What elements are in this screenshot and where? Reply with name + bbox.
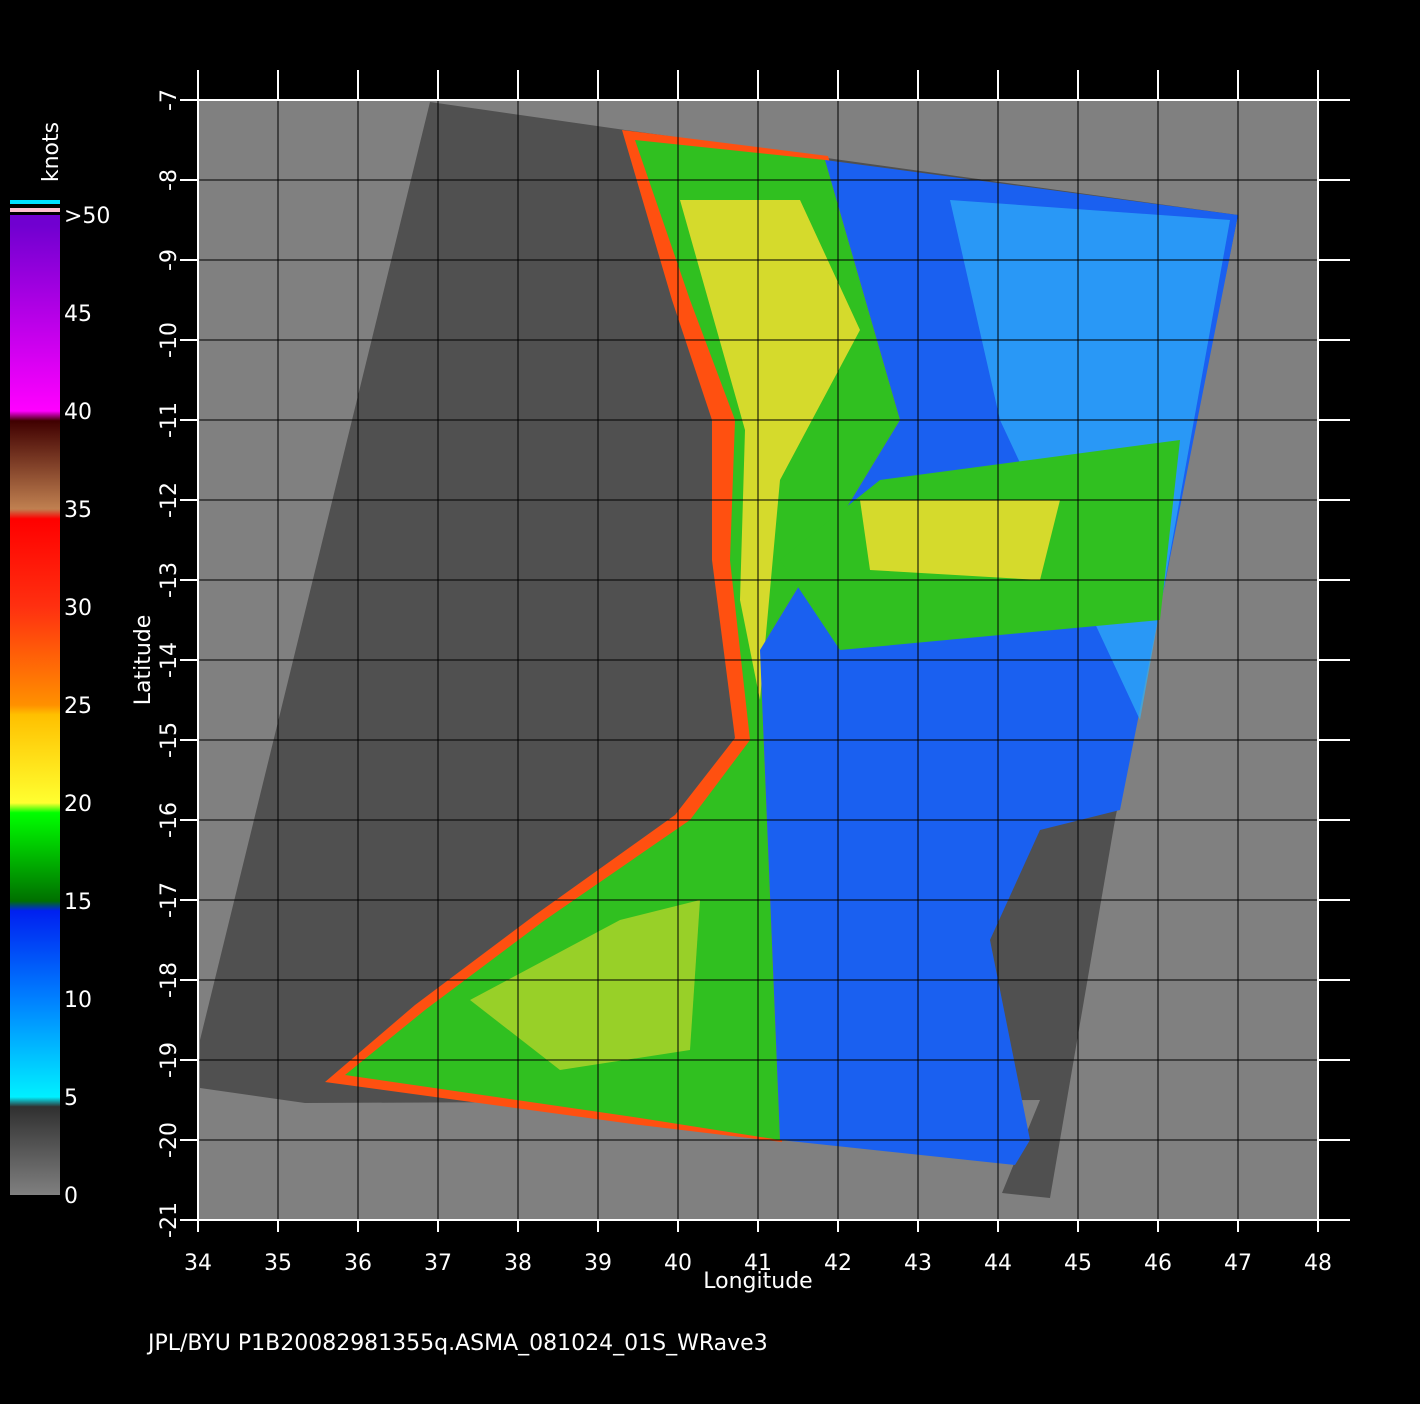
colorbar-label: 20 [64,792,92,817]
colorbar-label: 15 [64,890,92,915]
y-tick-label: -13 [157,562,182,598]
colorbar-label: 0 [64,1184,78,1209]
colorbar-label: >50 [64,204,110,229]
y-tick-label: -17 [157,882,182,918]
y-tick-label: -7 [157,89,182,111]
x-tick-label: 35 [264,1251,292,1276]
x-tick-label: 38 [504,1251,532,1276]
y-tick-label: -15 [157,722,182,758]
strong-wind [470,900,700,1070]
colorbar-label: 30 [64,596,92,621]
x-tick-label: 47 [1224,1251,1252,1276]
y-tick-label: -21 [157,1202,182,1238]
x-tick-label: 43 [904,1251,932,1276]
x-tick-label: 37 [424,1251,452,1276]
x-tick-label: 39 [584,1251,612,1276]
y-axis-label: Latitude [131,615,156,706]
colorbar-label: 45 [64,302,92,327]
colorbar-cap [10,200,60,204]
x-tick-label: 46 [1144,1251,1172,1276]
y-tick-label: -12 [157,482,182,518]
strong-wind [680,200,860,700]
colorbar-label: 40 [64,400,92,425]
colorbar-cap [10,208,60,212]
y-tick-label: -11 [157,402,182,438]
x-tick-label: 42 [824,1251,852,1276]
y-tick-label: -20 [157,1122,182,1158]
y-tick-label: -19 [157,1042,182,1078]
x-tick-label: 36 [344,1251,372,1276]
y-tick-label: -9 [157,249,182,271]
x-tick-label: 41 [744,1251,772,1276]
x-tick-label: 44 [984,1251,1012,1276]
colorbar [10,215,60,1195]
colorbar-unit: knots [39,122,64,182]
y-tick-label: -8 [157,169,182,191]
y-tick-label: -16 [157,802,182,838]
colorbar-label: 25 [64,694,92,719]
colorbar-label: 5 [64,1086,78,1111]
x-tick-label: 45 [1064,1251,1092,1276]
y-tick-label: -10 [157,322,182,358]
y-tick-label: -18 [157,962,182,998]
map-layer [198,100,1318,1220]
footer: JPL/BYU P1B20082981355q.ASMA_081024_01S_… [146,1331,768,1356]
x-axis-label: Longitude [703,1269,812,1294]
x-tick-label: 34 [184,1251,212,1276]
x-tick-label: 48 [1304,1251,1332,1276]
colorbar-label: 10 [64,988,92,1013]
y-tick-label: -14 [157,642,182,678]
colorbar-label: 35 [64,498,92,523]
x-tick-label: 40 [664,1251,692,1276]
strong-wind [860,500,1060,580]
